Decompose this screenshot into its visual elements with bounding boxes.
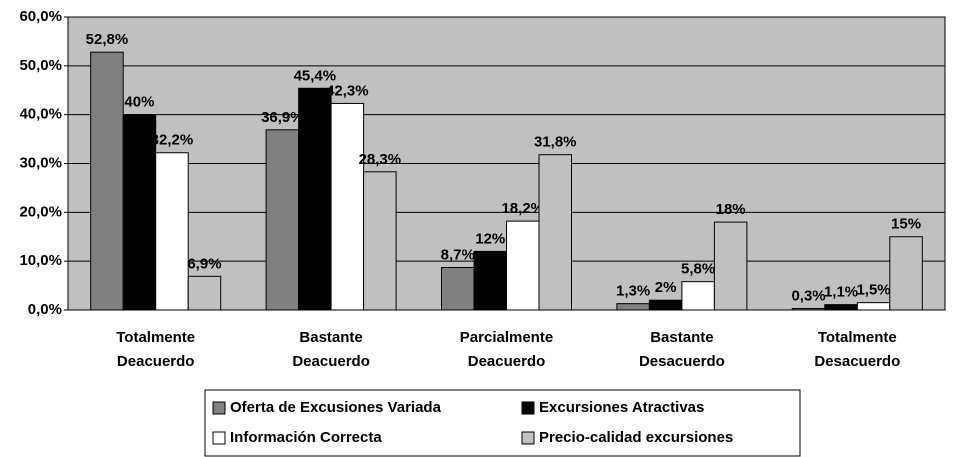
legend-label: Oferta de Excusiones Variada	[230, 399, 442, 416]
bar	[90, 51, 124, 311]
bar	[889, 236, 923, 311]
data-label: 32,2%	[151, 132, 194, 149]
legend-label: Precio-calidad excursiones	[539, 429, 733, 446]
y-tick-label: 10,0%	[19, 252, 62, 269]
bar	[648, 299, 683, 311]
bar	[155, 152, 189, 311]
bar	[856, 302, 891, 311]
y-tick-label: 50,0%	[19, 57, 62, 74]
bar	[330, 102, 365, 311]
data-label: 42,3%	[326, 82, 369, 99]
legend-label: Información Correcta	[230, 429, 382, 446]
bar	[616, 303, 650, 311]
data-label: 1,5%	[856, 282, 890, 299]
bar	[363, 171, 397, 311]
x-tick-label: Bastante Deacuerdo	[292, 329, 370, 370]
data-label: 31,8%	[534, 134, 577, 151]
y-tick-label: 60,0%	[19, 8, 62, 25]
bar	[713, 221, 748, 311]
legend-swatch	[521, 431, 535, 445]
data-label: 18,2%	[501, 200, 544, 217]
data-label: 5,8%	[681, 261, 715, 278]
bar	[681, 281, 715, 311]
bar	[441, 267, 475, 311]
legend-swatch	[521, 401, 535, 415]
bar	[791, 308, 826, 311]
y-tick-label: 20,0%	[19, 203, 62, 220]
data-label: 52,8%	[86, 31, 129, 48]
data-label: 15%	[891, 216, 921, 233]
legend-swatch	[212, 431, 226, 445]
bar	[473, 250, 507, 311]
data-label: 0,3%	[791, 288, 825, 305]
x-tick-label: Totalmente Deacuerdo	[116, 329, 195, 370]
y-tick-label: 40,0%	[19, 106, 62, 123]
x-tick-label: Bastante Desacuerdo	[639, 329, 725, 370]
x-tick-label: Totalmente Desacuerdo	[814, 329, 900, 370]
data-label: 28,3%	[359, 151, 402, 168]
legend-box	[204, 389, 801, 457]
data-label: 1,3%	[616, 283, 650, 300]
bar	[298, 87, 332, 311]
bar	[506, 220, 540, 311]
bar	[538, 154, 572, 311]
data-label: 8,7%	[441, 246, 475, 263]
x-tick-label: Parcialmente Deacuerdo	[460, 329, 553, 370]
data-label: 45,4%	[294, 67, 337, 84]
y-tick-label: 30,0%	[19, 154, 62, 171]
data-label: 6,9%	[187, 255, 221, 272]
data-label: 2%	[655, 279, 677, 296]
data-label: 40%	[124, 94, 154, 111]
data-label: 18%	[716, 201, 746, 218]
bar	[122, 114, 157, 311]
data-label: 1,1%	[824, 284, 858, 301]
legend-label: Excursiones Atractivas	[539, 399, 704, 416]
bar	[265, 129, 300, 311]
y-tick-label: 0,0%	[28, 301, 62, 318]
legend-swatch	[212, 401, 226, 415]
data-label: 12%	[475, 230, 505, 247]
bar	[187, 275, 222, 311]
bar	[824, 304, 858, 311]
data-label: 36,9%	[261, 109, 304, 126]
